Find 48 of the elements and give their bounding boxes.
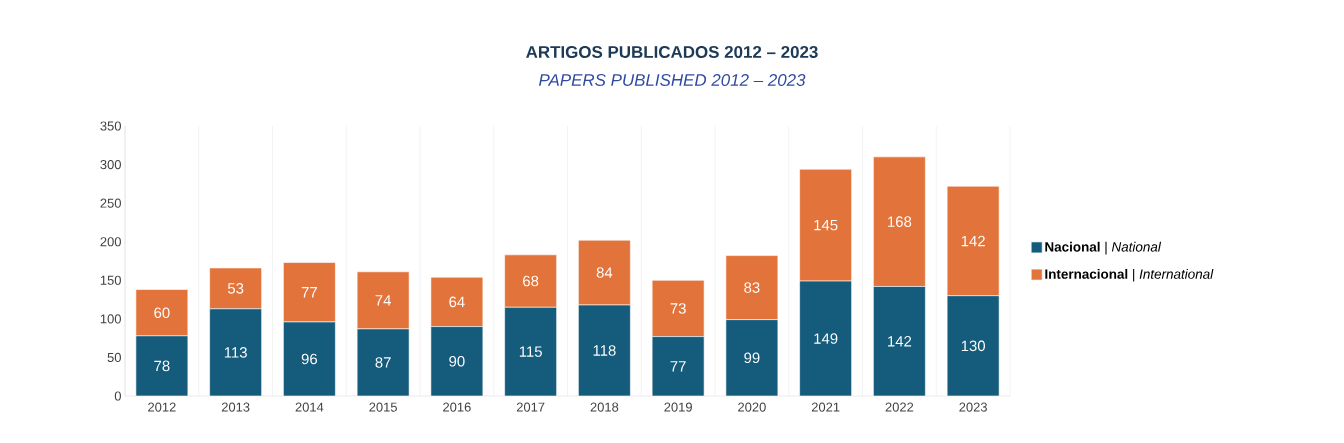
data-label: 60 (154, 307, 170, 318)
legend-label: Internacional | International (1045, 268, 1214, 282)
data-label: 145 (814, 219, 838, 231)
x-tick-label: 2021 (811, 402, 840, 412)
chart-title: ARTIGOS PUBLICADOS 2012 – 2023 (526, 45, 818, 58)
y-tick-label: 300 (100, 159, 121, 170)
data-label: 87 (375, 357, 391, 368)
y-tick-label: 350 (100, 121, 121, 131)
x-tick-label: 2013 (221, 402, 250, 412)
y-tick-label: 200 (100, 237, 121, 247)
data-label: 115 (519, 346, 542, 357)
data-label: 77 (301, 287, 317, 298)
x-tick-label: 2022 (885, 402, 914, 412)
data-label: 53 (227, 283, 244, 294)
data-label: 113 (224, 347, 247, 358)
data-label: 149 (814, 333, 838, 344)
x-tick-label: 2017 (516, 402, 545, 412)
y-tick-label: 150 (100, 275, 121, 285)
x-tick-label: 2016 (443, 402, 471, 412)
x-tick-label: 2014 (295, 402, 324, 412)
data-label: 77 (670, 361, 686, 372)
x-tick-label: 2019 (664, 402, 692, 412)
legend-label: Nacional | National (1045, 241, 1162, 255)
data-label: 83 (744, 282, 760, 293)
x-tick-label: 2020 (738, 402, 766, 412)
data-label: 84 (596, 267, 613, 278)
x-tick-label: 2023 (959, 402, 987, 412)
data-label: 99 (744, 352, 760, 364)
data-label: 74 (375, 295, 391, 306)
x-tick-label: 2018 (590, 402, 619, 412)
data-label: 78 (154, 360, 170, 372)
data-label: 68 (523, 275, 539, 287)
chart-subtitle: PAPERS PUBLISHED 2012 – 2023 (538, 74, 806, 86)
y-tick-label: 50 (107, 352, 121, 363)
data-label: 64 (449, 296, 465, 308)
data-label: 96 (301, 353, 318, 365)
y-tick-label: 250 (100, 198, 121, 208)
data-label: 73 (670, 303, 686, 314)
data-label: 142 (888, 336, 912, 347)
data-label: 168 (888, 216, 912, 227)
data-label: 130 (961, 340, 986, 352)
y-tick-label: 100 (100, 314, 121, 324)
x-tick-label: 2015 (369, 402, 397, 412)
x-tick-label: 2012 (148, 402, 176, 412)
data-label: 118 (593, 345, 616, 356)
data-label: 142 (961, 235, 985, 247)
data-label: 90 (449, 355, 465, 367)
y-tick-label: 0 (114, 391, 121, 401)
